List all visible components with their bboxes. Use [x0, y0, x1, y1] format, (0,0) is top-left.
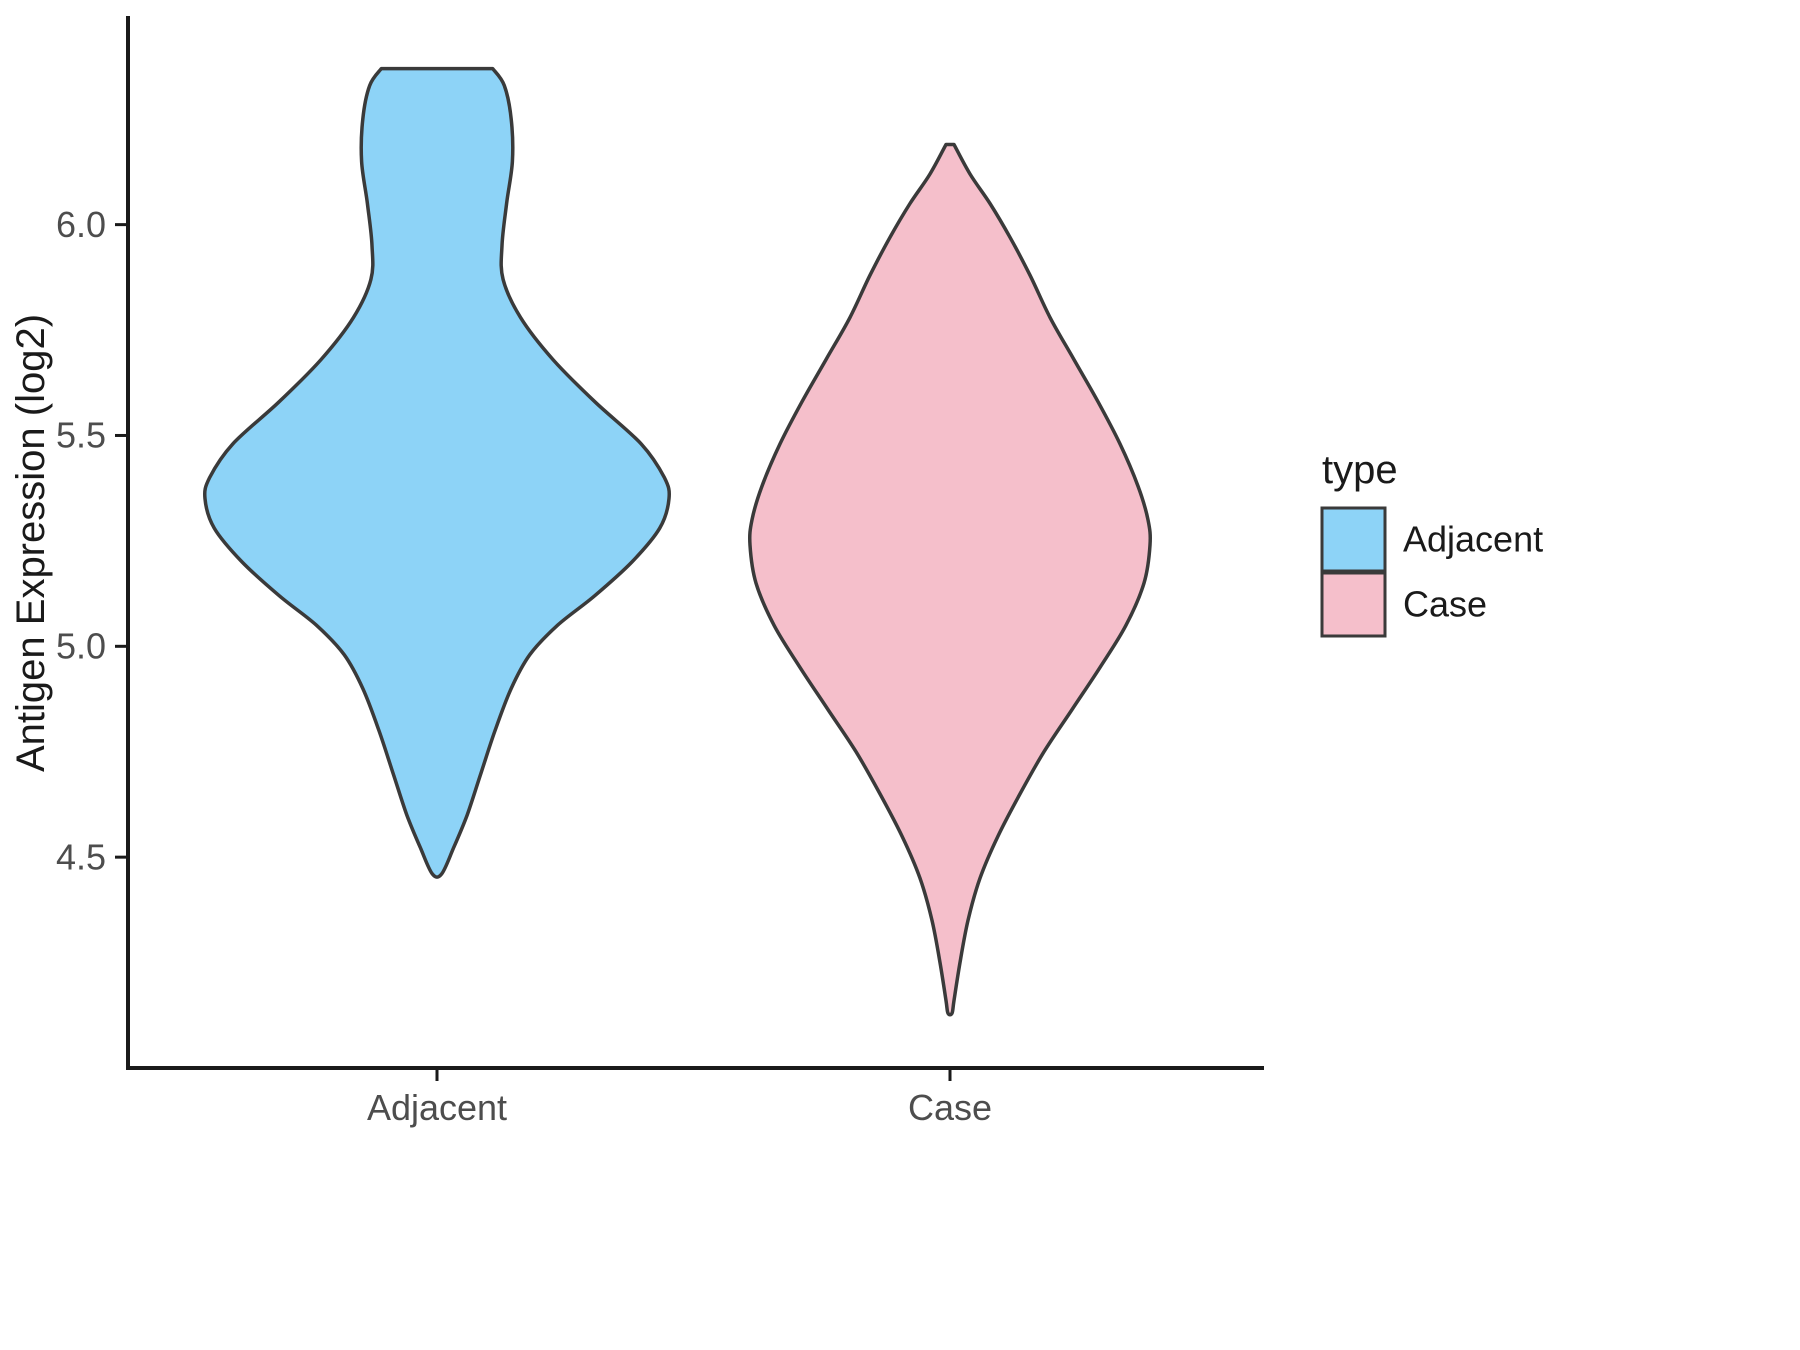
x-tick-label: Case [908, 1087, 992, 1128]
legend: type Adjacent Case [1320, 448, 1543, 638]
legend-title: type [1322, 448, 1398, 492]
y-tick-label: 4.5 [56, 836, 106, 877]
y-axis-ticks: 4.5 5.0 5.5 6.0 [56, 204, 128, 877]
violins-group [202, 66, 1153, 1017]
y-axis-title: Antigen Expression (log2) [9, 314, 53, 772]
y-tick-label: 5.0 [56, 626, 106, 667]
violin-case [747, 142, 1153, 1017]
legend-label-case: Case [1403, 584, 1487, 625]
legend-key-adjacent [1320, 506, 1387, 573]
legend-entries: Adjacent Case [1320, 506, 1543, 638]
x-tick-label: Adjacent [367, 1087, 507, 1128]
legend-label-adjacent: Adjacent [1403, 519, 1543, 560]
y-tick-label: 5.5 [56, 415, 106, 456]
y-tick-label: 6.0 [56, 204, 106, 245]
legend-key-case [1320, 571, 1387, 638]
x-axis-ticks: Adjacent Case [367, 1068, 992, 1128]
violin-adjacent [202, 66, 672, 879]
